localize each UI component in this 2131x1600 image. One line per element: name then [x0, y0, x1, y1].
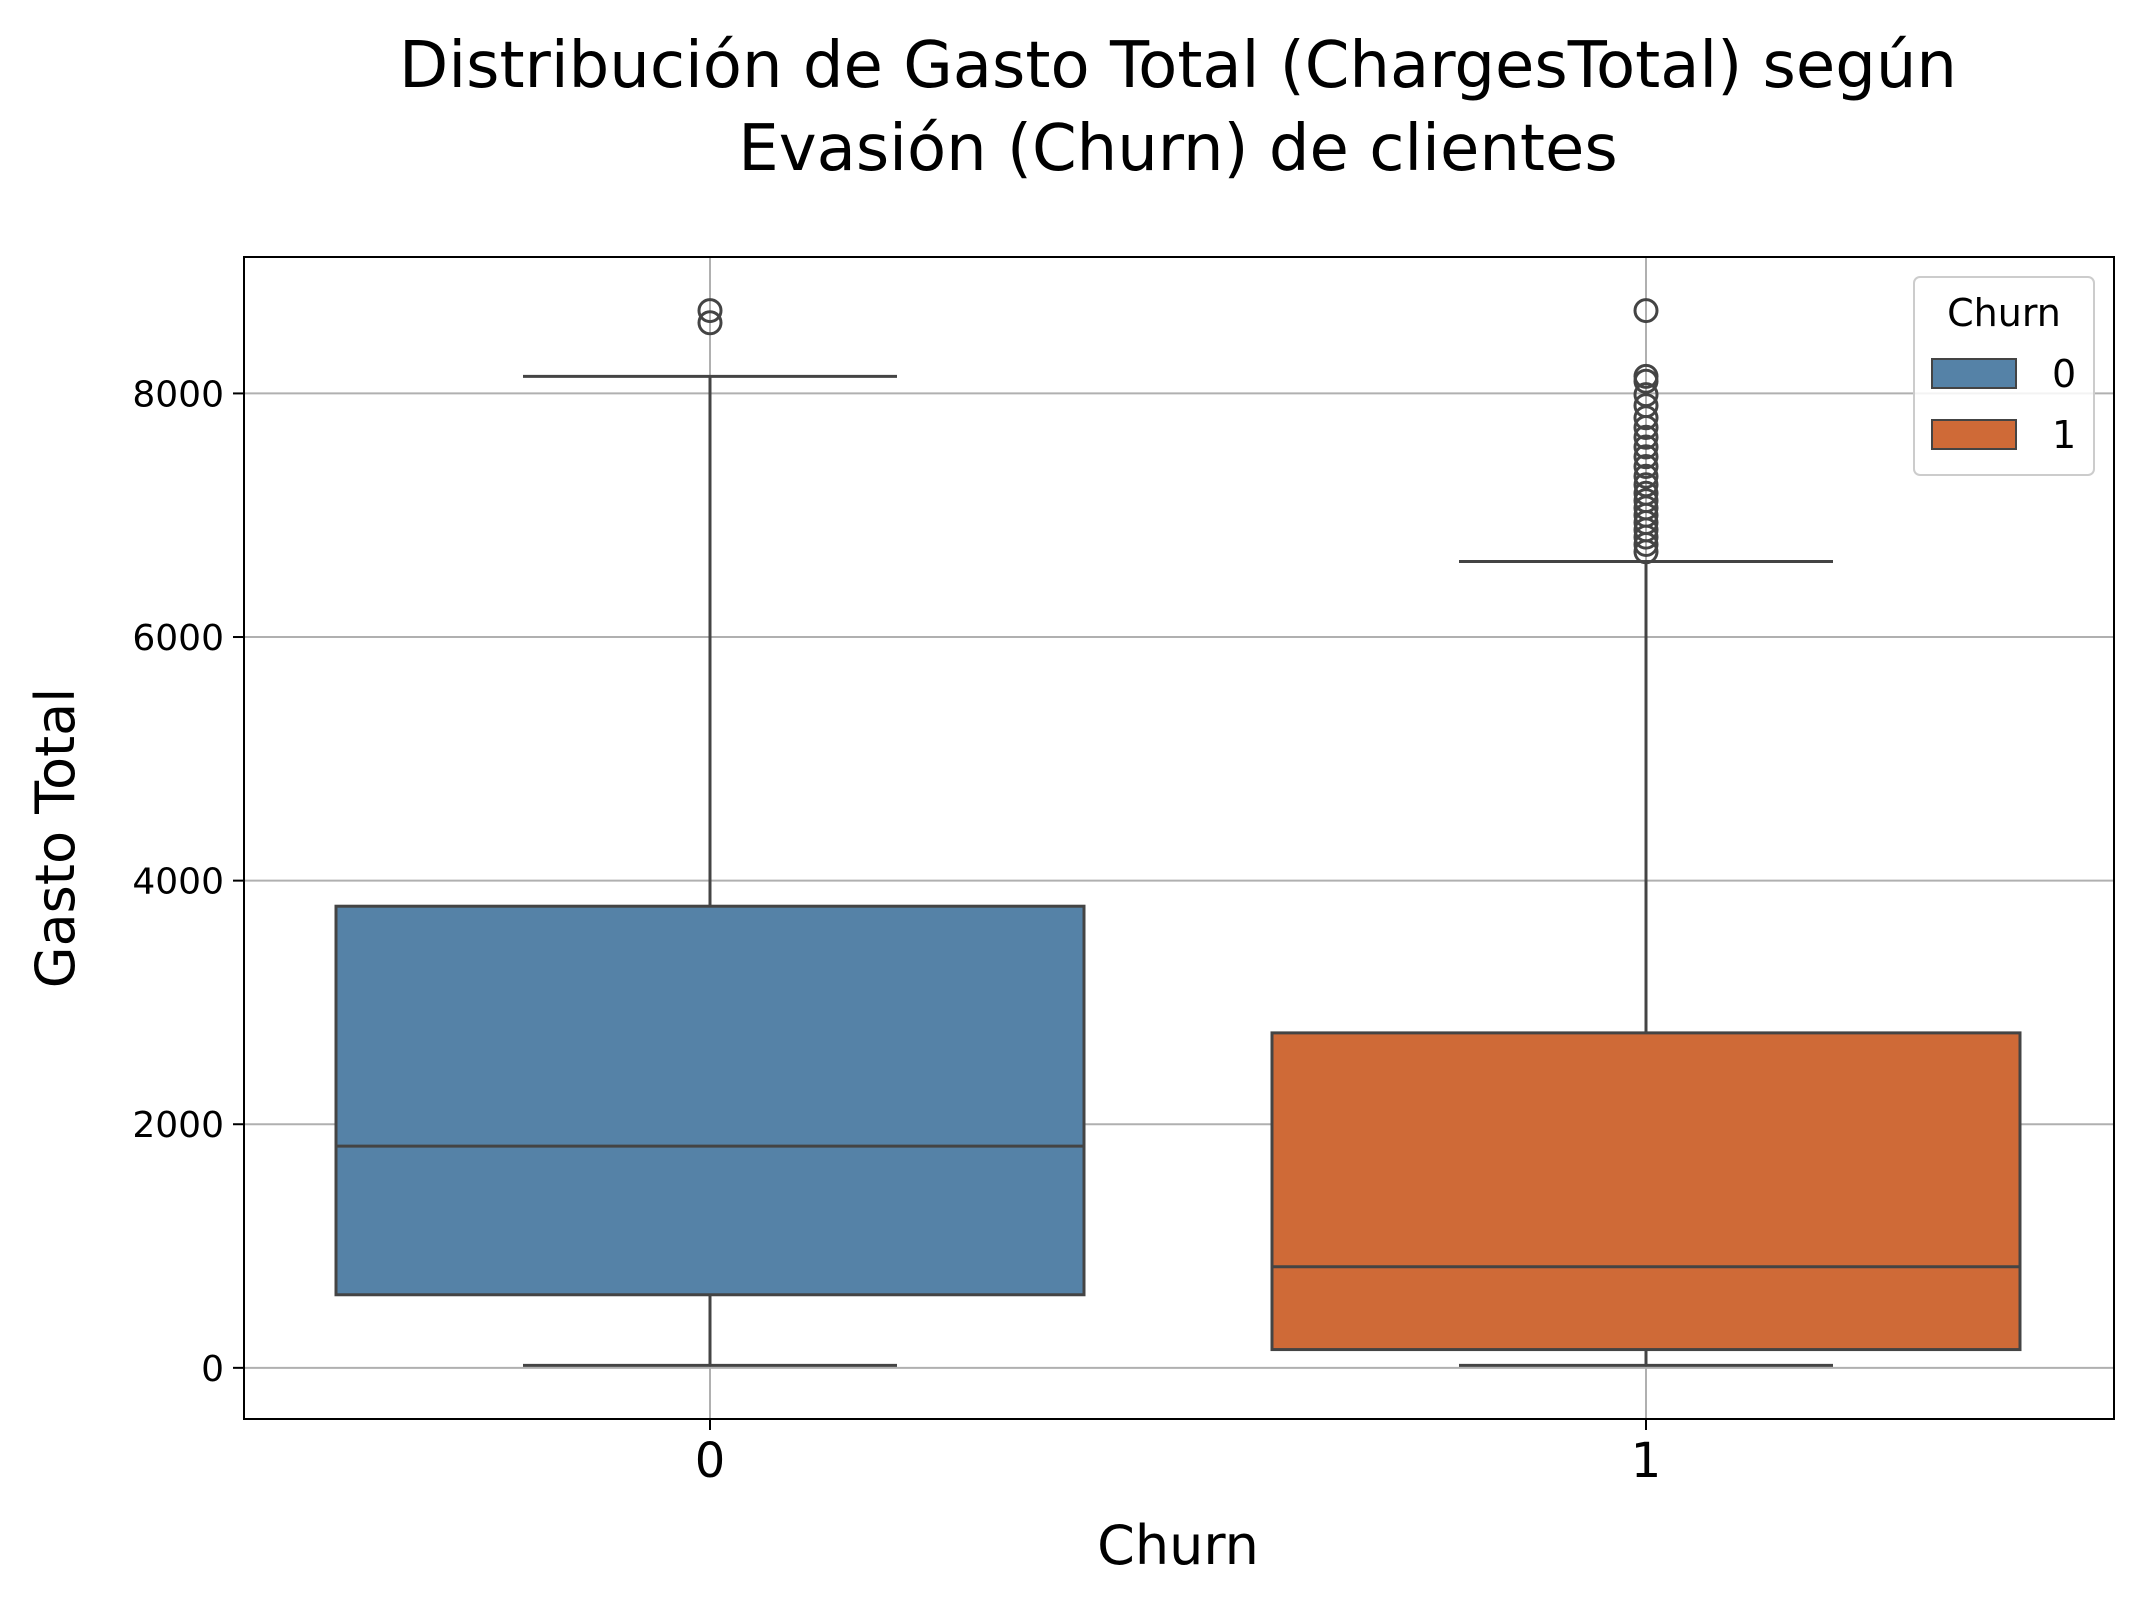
outlier-point	[697, 310, 723, 336]
box-layer	[334, 298, 2022, 1367]
box-iqr	[334, 904, 1086, 1297]
outlier-point	[1633, 363, 1659, 389]
outlier-point	[1633, 444, 1659, 470]
outlier-point	[1633, 463, 1659, 489]
box-group-1	[1270, 298, 2022, 1367]
plot-frame	[243, 256, 2115, 1420]
outlier-point	[1633, 488, 1659, 514]
outlier-point	[1633, 298, 1659, 324]
y-tick-label: 8000	[132, 374, 224, 415]
y-axis-label: Gasto Total	[24, 688, 87, 989]
box-iqr	[1270, 1031, 2022, 1352]
chart-title-line-1: Distribución de Gasto Total (ChargesTota…	[399, 29, 1957, 103]
box-group-0	[334, 298, 1086, 1367]
outlier-point	[1633, 454, 1659, 480]
outlier-point	[1633, 480, 1659, 506]
y-tick-label: 2000	[132, 1105, 224, 1146]
chart-title-line-2: Evasión (Churn) de clientes	[738, 112, 1617, 186]
legend-label-1: 1	[2052, 413, 2076, 457]
y-tick-label: 4000	[132, 862, 224, 903]
x-tick-label: 1	[1631, 1433, 1662, 1489]
legend-swatch-1	[1931, 419, 2017, 450]
legend-label-0: 0	[2052, 352, 2076, 396]
axis-layer: 0 2000 4000 6000 8000 0 1	[132, 374, 1661, 1489]
x-axis-label: Churn	[1097, 1514, 1259, 1577]
y-tick-label: 6000	[132, 618, 224, 659]
y-tick-label: 0	[201, 1349, 224, 1390]
legend-title: Churn	[1947, 291, 2061, 335]
legend: Churn 0 1	[1913, 276, 2095, 476]
outlier-point	[1633, 434, 1659, 460]
outlier-point	[1633, 393, 1659, 419]
outlier-point	[1633, 472, 1659, 498]
x-tick-label: 0	[695, 1433, 726, 1489]
legend-swatch-0	[1931, 358, 2017, 389]
outlier-point	[1633, 424, 1659, 450]
outlier-point	[697, 298, 723, 324]
outlier-point	[1633, 382, 1659, 408]
